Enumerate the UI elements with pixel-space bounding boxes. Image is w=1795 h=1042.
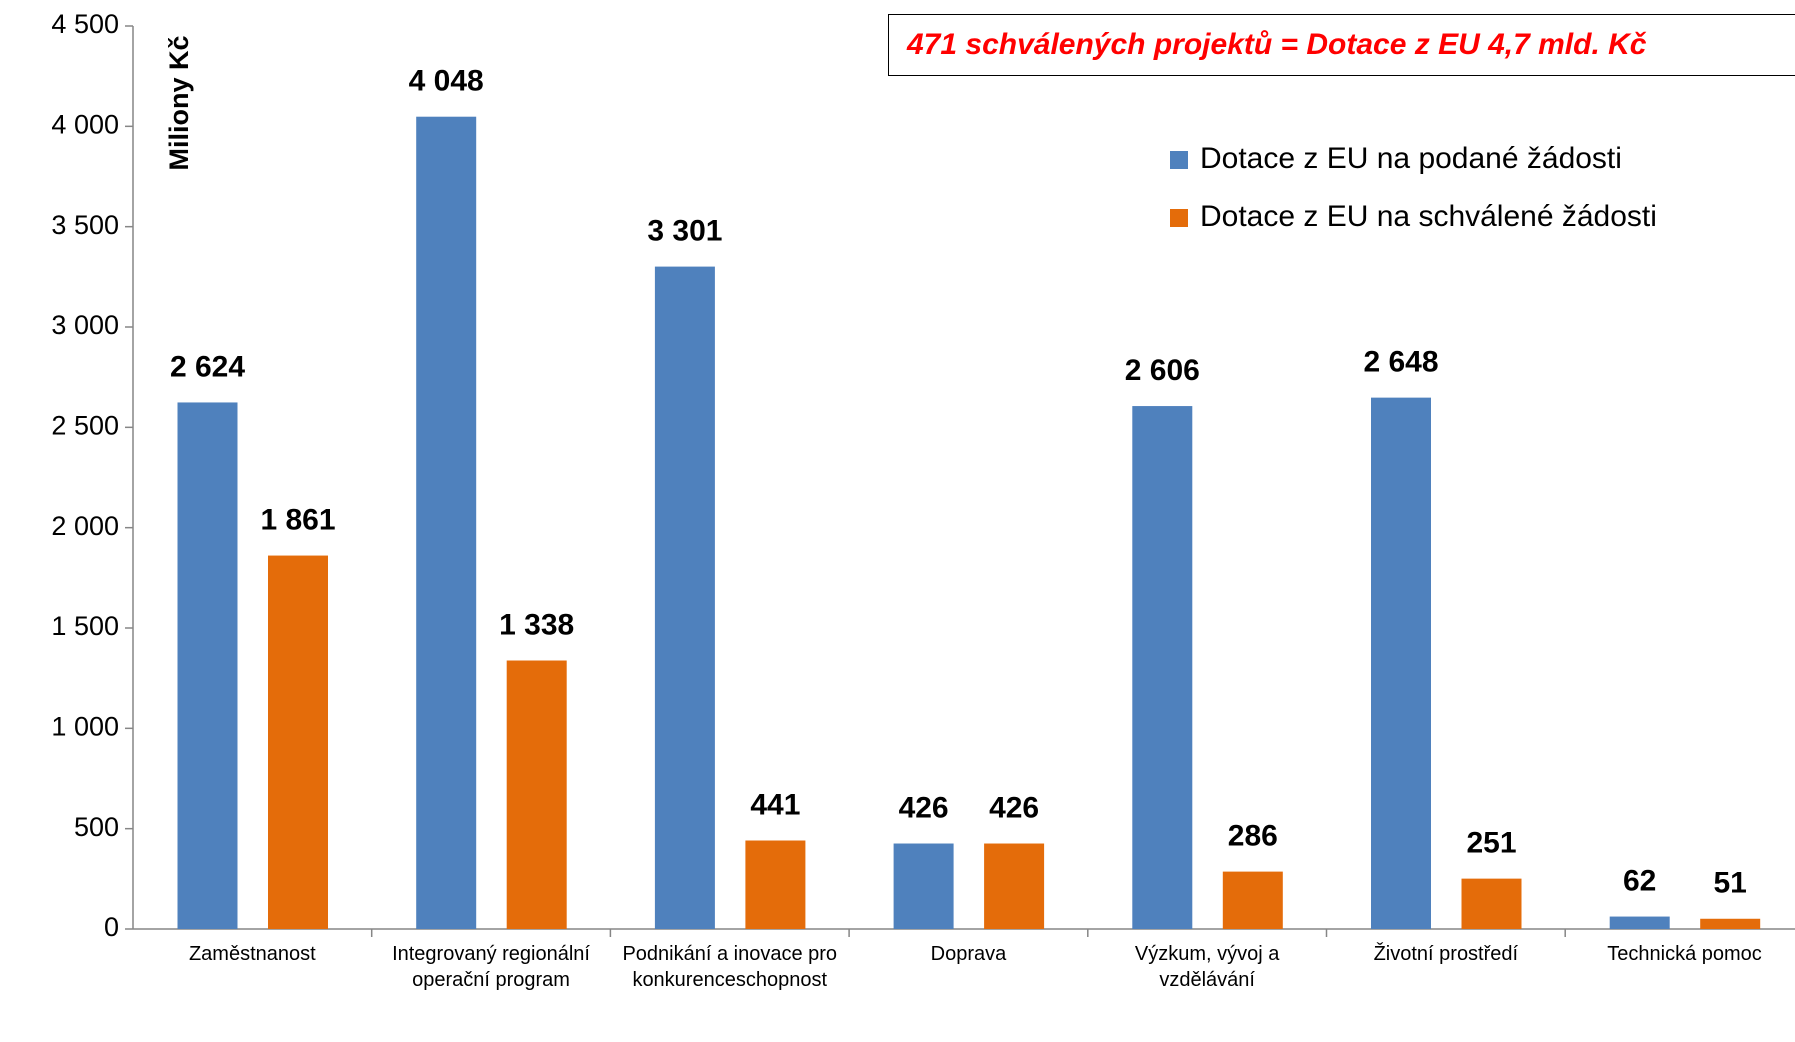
bar bbox=[1371, 397, 1431, 930]
x-tick-label: Životní prostředí bbox=[1373, 943, 1519, 965]
x-tick-label: Podnikání a inovace pro konkurenceschopn… bbox=[622, 943, 838, 991]
bar bbox=[506, 660, 567, 929]
y-axis-label: Miliony Kč bbox=[164, 35, 194, 170]
value-label: 426 bbox=[989, 791, 1039, 824]
x-tick-label: Výzkum, vývoj a vzdělávání bbox=[1134, 943, 1280, 991]
value-label: 51 bbox=[1714, 867, 1747, 900]
bar bbox=[268, 555, 328, 929]
value-label: 1 338 bbox=[499, 608, 574, 641]
value-label: 2 648 bbox=[1363, 346, 1438, 379]
value-label: 286 bbox=[1228, 820, 1278, 853]
y-tick-label: 2 000 bbox=[51, 511, 119, 541]
bar bbox=[1461, 878, 1522, 929]
y-tick-label: 4 500 bbox=[51, 9, 119, 39]
y-tick-label: 3 500 bbox=[51, 210, 119, 240]
value-label: 2 624 bbox=[170, 350, 245, 383]
bar bbox=[654, 266, 715, 929]
value-label: 2 606 bbox=[1125, 354, 1200, 387]
y-tick-label: 2 500 bbox=[51, 410, 119, 440]
legend-swatch bbox=[1170, 151, 1188, 169]
bar bbox=[416, 116, 477, 929]
x-tick-label: Zaměstnanost bbox=[188, 943, 316, 965]
annotation: 471 schválených projektů = Dotace z EU 4… bbox=[888, 14, 1795, 76]
value-label: 3 301 bbox=[647, 215, 722, 248]
bar bbox=[893, 843, 954, 929]
bar bbox=[984, 843, 1045, 929]
legend-label: Dotace z EU na podané žádosti bbox=[1200, 142, 1622, 175]
x-tick-label: Doprava bbox=[930, 943, 1007, 965]
y-tick-label: 500 bbox=[74, 812, 119, 842]
bar bbox=[1700, 918, 1761, 929]
y-tick-label: 4 000 bbox=[51, 109, 119, 139]
bar bbox=[1609, 916, 1670, 929]
bar bbox=[1222, 871, 1283, 929]
bar bbox=[745, 840, 806, 929]
value-label: 62 bbox=[1623, 864, 1656, 897]
x-tick-label: Integrovaný regionální operační program bbox=[392, 943, 590, 991]
value-label: 251 bbox=[1466, 827, 1516, 860]
legend-swatch bbox=[1170, 209, 1188, 227]
y-tick-label: 1 500 bbox=[51, 611, 119, 641]
value-label: 426 bbox=[899, 791, 949, 824]
legend-label: Dotace z EU na schválené žádosti bbox=[1200, 200, 1657, 233]
y-tick-label: 1 000 bbox=[51, 711, 119, 741]
y-tick-label: 0 bbox=[104, 912, 119, 942]
bar bbox=[1132, 406, 1193, 930]
bar bbox=[177, 402, 238, 929]
value-label: 1 861 bbox=[260, 503, 335, 536]
value-label: 4 048 bbox=[409, 65, 484, 98]
y-tick-label: 3 000 bbox=[51, 310, 119, 340]
value-label: 441 bbox=[750, 788, 800, 821]
x-tick-label: Technická pomoc bbox=[1607, 943, 1762, 965]
